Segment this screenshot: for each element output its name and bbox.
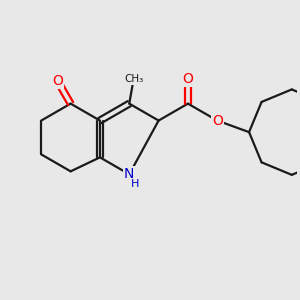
Text: N: N (124, 167, 134, 181)
Text: H: H (130, 179, 139, 189)
Text: CH₃: CH₃ (124, 74, 143, 84)
Text: O: O (182, 72, 194, 86)
Text: O: O (52, 74, 63, 88)
Text: O: O (212, 114, 223, 128)
